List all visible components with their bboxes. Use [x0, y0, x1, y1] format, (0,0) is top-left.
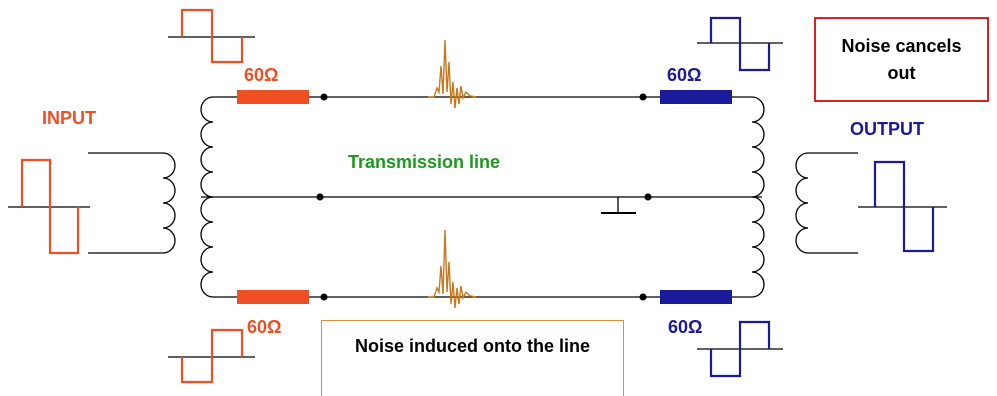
wave-input: [8, 158, 90, 255]
resistor-top-right: [660, 90, 732, 104]
wave-top-right: [697, 16, 783, 72]
output-label: OUTPUT: [850, 119, 924, 139]
output-transformer: [751, 96, 858, 298]
noise-cancels-callout: Noise cancels out: [814, 17, 989, 102]
transmission-line-label: Transmission line: [348, 152, 501, 172]
junction-dot: [639, 93, 647, 101]
resistor-bottom-right: [660, 290, 732, 304]
wave-bottom-right: [697, 320, 783, 378]
noise-spike-bottom: [428, 229, 477, 309]
resistor-bottom-left: [237, 290, 309, 304]
junction-dot: [316, 193, 324, 201]
transmission-wires: [201, 96, 762, 298]
wave-bottom-left: [168, 328, 255, 384]
resistor-label-bottom-left: 60Ω: [247, 317, 282, 337]
output-secondary-coil: [795, 152, 809, 254]
wave-output: [858, 160, 947, 253]
noise-induced-callout: Noise induced onto the line: [321, 320, 624, 396]
wave-top-left: [168, 8, 255, 64]
noise-spike-top: [428, 39, 477, 109]
input-label: INPUT: [42, 108, 96, 128]
resistor-label-top-left: 60Ω: [244, 65, 279, 85]
junction-dots: [316, 93, 652, 301]
junction-dot: [644, 193, 652, 201]
resistor-label-top-right: 60Ω: [667, 65, 702, 85]
resistor-label-bottom-right: 60Ω: [668, 317, 703, 337]
junction-dot: [320, 93, 328, 101]
resistor-top-left: [237, 90, 309, 104]
junction-dot: [639, 293, 647, 301]
input-transformer: [88, 96, 214, 298]
junction-dot: [320, 293, 328, 301]
input-primary-coil: [162, 152, 176, 254]
